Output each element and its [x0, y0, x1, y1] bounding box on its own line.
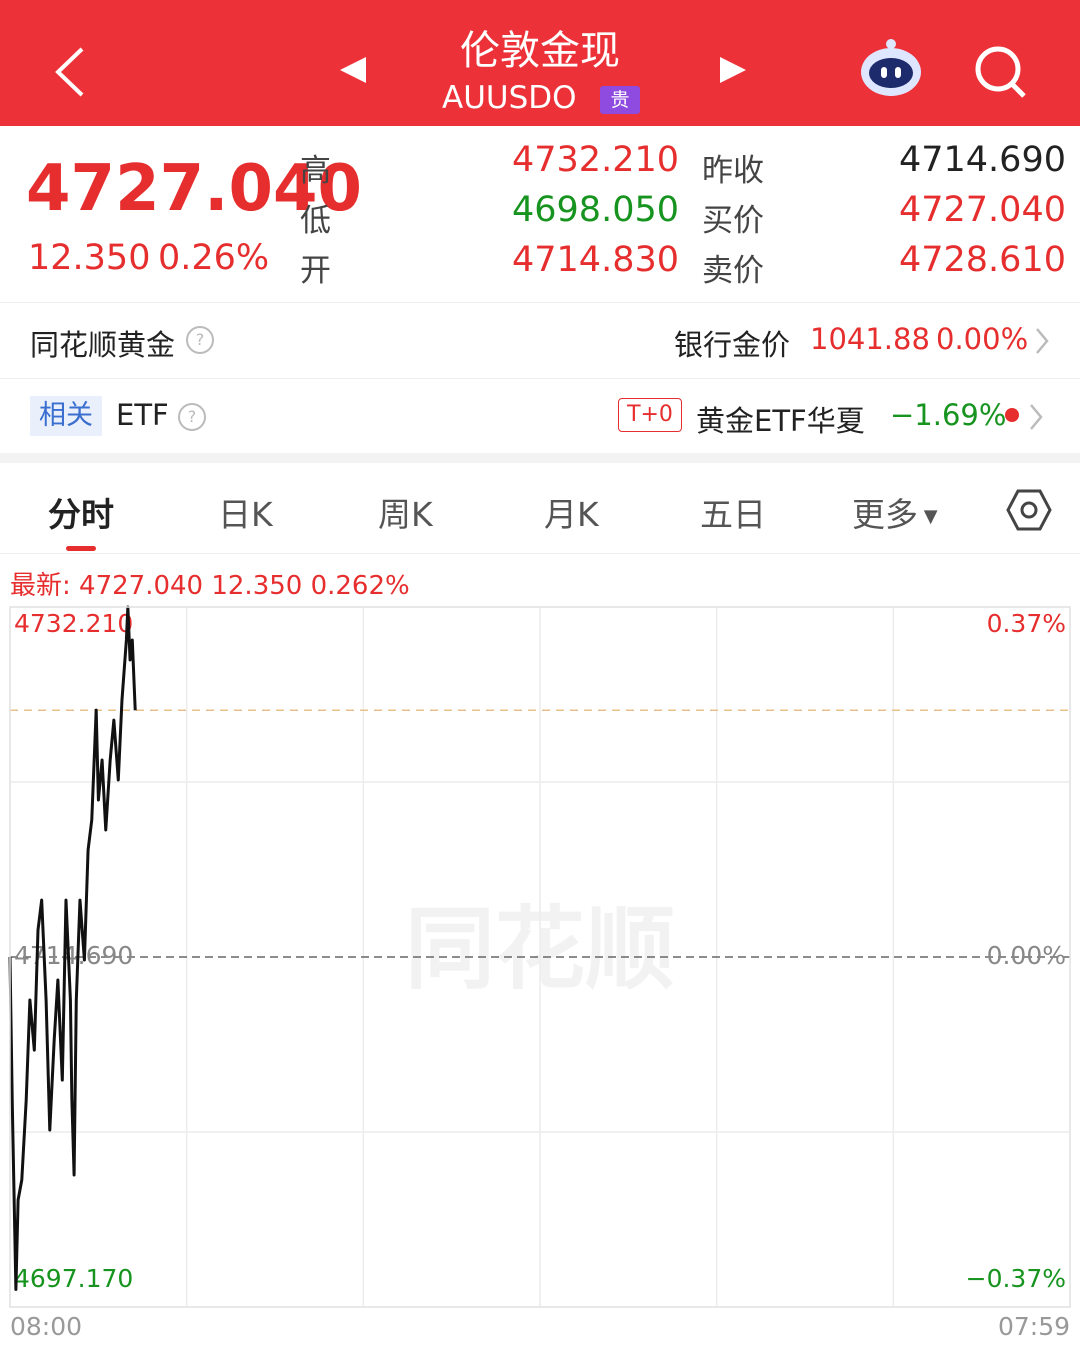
divider [0, 302, 1080, 303]
etf-name: ETF [116, 398, 169, 432]
related-tag: 相关 [30, 396, 102, 436]
x-tick-label: 07:59 [998, 1312, 1070, 1341]
divider [0, 378, 1080, 379]
chart: 同花顺4732.2104714.6904697.1700.37%0.00%−0.… [8, 605, 1071, 1341]
search-button[interactable] [972, 44, 1028, 100]
tab[interactable]: 日K [218, 495, 273, 534]
prev-button[interactable] [338, 55, 368, 85]
code: AUUSDO [442, 80, 577, 116]
title: 伦敦金现 [460, 28, 620, 74]
chevron[interactable] [1034, 326, 1050, 356]
y-tick-label: 4732.210 [14, 609, 133, 638]
help-icon[interactable]: ? [186, 326, 214, 354]
settings-button[interactable] [1006, 488, 1052, 532]
stat-label: 昨收 [702, 153, 764, 189]
x-tick-label: 08:00 [10, 1312, 82, 1341]
tab[interactable]: 月K [544, 495, 599, 534]
stat-value: 4732.210 [512, 140, 680, 180]
stat-label: 高 [300, 153, 331, 189]
stat-value: 4714.830 [512, 240, 680, 280]
stat-label: 开 [300, 253, 331, 289]
fund-name: 黄金ETF华夏 [696, 404, 865, 438]
back-button[interactable] [50, 45, 90, 99]
stat-label: 买价 [702, 203, 764, 239]
stat-value: 4728.610 [898, 240, 1066, 280]
bank-pct: 0.00% [936, 322, 1029, 356]
price-line [8, 605, 137, 1291]
stat-label: 卖价 [702, 253, 764, 289]
gold-name: 同花顺黄金 [30, 328, 176, 362]
tab[interactable]: 周K [378, 495, 433, 534]
change: 12.350 [28, 238, 151, 278]
separator [0, 453, 1080, 463]
bank-price-label: 银行金价 [674, 328, 791, 362]
bank-price: 1041.88 [810, 322, 930, 356]
y2-tick-label: 0.37% [987, 609, 1066, 638]
next-button[interactable] [718, 55, 748, 85]
fund-pct: −1.69% [890, 398, 1007, 432]
stat-label: 低 [300, 203, 331, 239]
stat-value: 4698.050 [512, 190, 680, 230]
tab-indicator [66, 546, 96, 551]
tab[interactable]: 分时 [48, 495, 114, 534]
assistant-button[interactable] [858, 38, 924, 100]
y-tick-label: 4714.690 [14, 941, 133, 970]
help-icon[interactable]: ? [178, 403, 206, 431]
divider [0, 553, 1080, 554]
nav-bar: 伦敦金现 AUUSDO 贵 [0, 0, 1080, 126]
y-tick-label: 4697.170 [14, 1264, 133, 1293]
tab[interactable]: 五日 [700, 495, 766, 534]
stat-value: 4714.690 [898, 140, 1066, 180]
t0-badge: T+0 [618, 398, 682, 432]
price: 4727.040 [26, 152, 363, 226]
chevron[interactable] [1028, 402, 1044, 432]
badge: 贵 [600, 86, 640, 114]
stat-value: 4727.040 [898, 190, 1066, 230]
dot [1005, 408, 1019, 422]
y2-tick-label: 0.00% [987, 941, 1066, 970]
change-pct: 0.26% [158, 238, 270, 278]
tab[interactable]: 更多 ▼ [852, 495, 938, 534]
latest: 最新: 4727.040 12.350 0.262% [10, 571, 410, 601]
border [9, 606, 1071, 1308]
y2-tick-label: −0.37% [966, 1264, 1066, 1293]
